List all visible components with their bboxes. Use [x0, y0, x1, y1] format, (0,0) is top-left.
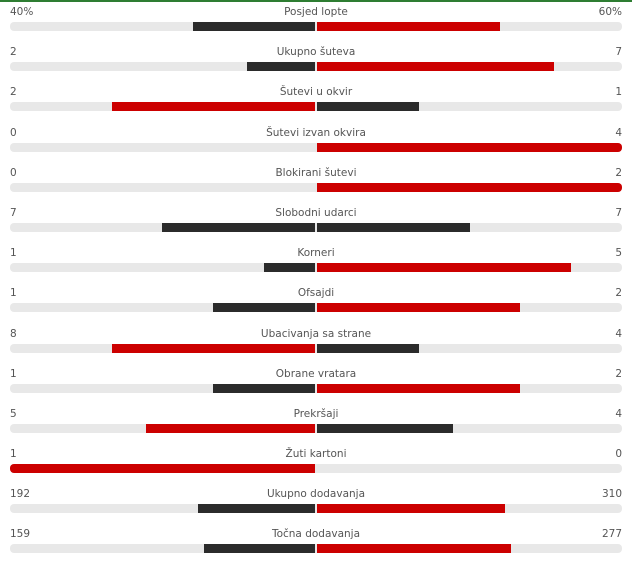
- stat-row: 1 Ofsajdi 2: [10, 286, 622, 326]
- home-value: 2: [10, 46, 17, 59]
- away-bar: [317, 263, 571, 273]
- home-value: 192: [10, 488, 31, 501]
- home-bar: [264, 263, 315, 273]
- away-bar: [317, 22, 500, 31]
- away-value: 7: [615, 206, 622, 219]
- stat-bar-track: [10, 102, 622, 112]
- home-value: 0: [10, 166, 17, 179]
- away-value: 7: [615, 46, 622, 59]
- stat-row: 159 Točna dodavanja 277: [10, 527, 622, 567]
- stat-label: Točna dodavanja: [271, 528, 361, 541]
- match-stats: 40% Posjed lopte 60% 2 Ukupno šuteva 7 2 Šutevi…: [10, 5, 622, 568]
- stat-label: Šutevi izvan okvira: [266, 126, 366, 139]
- away-bar: [317, 222, 470, 232]
- stat-bar-track: [10, 22, 622, 31]
- stat-bar-track: [10, 544, 622, 554]
- away-bar: [317, 383, 520, 393]
- away-bar: [317, 544, 511, 554]
- stat-bar-track: [10, 504, 622, 514]
- away-value: 277: [601, 528, 622, 541]
- away-bar: [317, 102, 419, 112]
- away-value: 1: [615, 86, 622, 99]
- away-value: 4: [615, 327, 622, 340]
- stat-label: Prekršaji: [293, 407, 339, 420]
- away-value: 2: [615, 367, 622, 380]
- away-bar: [317, 142, 622, 152]
- home-value: 8: [10, 327, 17, 340]
- stat-bar-track: [10, 263, 622, 273]
- home-value: 2: [10, 86, 17, 99]
- home-value: 159: [10, 528, 31, 541]
- home-bar: [198, 504, 315, 514]
- home-value: 1: [10, 247, 17, 260]
- home-bar: [10, 464, 315, 474]
- away-bar: [317, 303, 520, 313]
- stat-bar-track: [10, 464, 622, 474]
- away-value: 0: [615, 448, 622, 461]
- stat-label: Šutevi u okvir: [279, 86, 353, 99]
- stat-row: 0 Blokirani šutevi 2: [10, 166, 622, 206]
- home-bar: [112, 102, 315, 112]
- away-bar: [317, 504, 505, 514]
- home-bar: [162, 222, 315, 232]
- home-value: 0: [10, 126, 17, 139]
- stat-row: 0 Šutevi izvan okvira 4: [10, 126, 622, 166]
- stat-label: Ubacivanja sa strane: [260, 327, 372, 340]
- home-bar: [146, 423, 315, 433]
- stat-label: Blokirani šutevi: [275, 166, 357, 179]
- stat-label: Ofsajdi: [297, 287, 335, 300]
- stat-label: Korneri: [297, 247, 335, 260]
- away-bar: [317, 182, 622, 192]
- stat-label: Ukupno šuteva: [276, 46, 356, 59]
- stat-bar-track: [10, 383, 622, 393]
- stat-label: Žuti kartoni: [285, 448, 347, 461]
- stat-bar-track: [10, 343, 622, 353]
- stat-row: 192 Ukupno dodavanja 310: [10, 487, 622, 527]
- home-bar: [213, 303, 315, 313]
- home-value: 1: [10, 287, 17, 300]
- away-value: 2: [615, 287, 622, 300]
- home-value: 7: [10, 206, 17, 219]
- stat-label: Slobodni udarci: [275, 206, 357, 219]
- stat-row: 1 Obrane vratara 2: [10, 367, 622, 407]
- home-bar: [112, 343, 315, 353]
- stat-bar-track: [10, 142, 622, 152]
- top-accent-line: [0, 0, 632, 2]
- stat-row: 2 Šutevi u okvir 1: [10, 85, 622, 125]
- stat-label: Ukupno dodavanja: [266, 488, 366, 501]
- home-bar: [204, 544, 315, 554]
- away-bar: [317, 343, 419, 353]
- home-value: 5: [10, 407, 17, 420]
- stat-row: 40% Posjed lopte 60%: [10, 5, 622, 45]
- away-value: 4: [615, 407, 622, 420]
- home-bar: [247, 62, 315, 72]
- stat-row: 1 Žuti kartoni 0: [10, 447, 622, 487]
- home-bar: [193, 22, 315, 31]
- away-value: 5: [615, 247, 622, 260]
- home-bar: [213, 383, 315, 393]
- stat-row: 8 Ubacivanja sa strane 4: [10, 327, 622, 367]
- stat-row: 2 Ukupno šuteva 7: [10, 45, 622, 85]
- home-value: 1: [10, 367, 17, 380]
- home-value: 1: [10, 448, 17, 461]
- stat-bar-track: [10, 303, 622, 313]
- stat-bar-track: [10, 62, 622, 72]
- stat-bar-track: [10, 182, 622, 192]
- away-value: 310: [601, 488, 622, 501]
- stat-row: 1 Korneri 5: [10, 246, 622, 286]
- away-bar: [317, 62, 554, 72]
- home-value: 40%: [10, 6, 34, 18]
- away-value: 2: [615, 166, 622, 179]
- away-bar: [317, 423, 453, 433]
- stat-label: Obrane vratara: [275, 367, 357, 380]
- away-value: 60%: [598, 6, 622, 18]
- stat-bar-track: [10, 222, 622, 232]
- stat-row: 5 Prekršaji 4: [10, 407, 622, 447]
- stat-label: Posjed lopte: [284, 6, 348, 18]
- away-value: 4: [615, 126, 622, 139]
- stat-bar-track: [10, 423, 622, 433]
- stat-row: 7 Slobodni udarci 7: [10, 206, 622, 246]
